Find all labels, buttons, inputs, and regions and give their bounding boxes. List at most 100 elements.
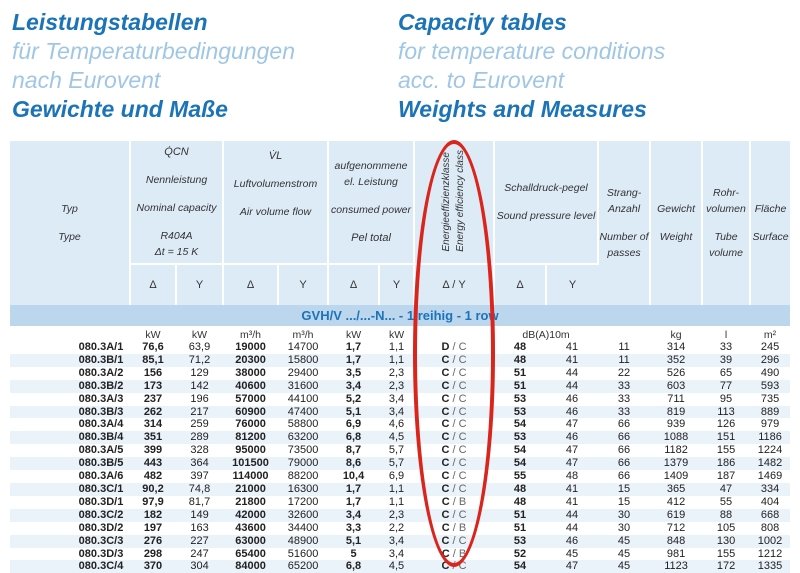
table-cell: 44 [546,379,599,393]
table-cell: 41 [546,482,599,496]
table-cell: 29400 [287,366,319,379]
table-cell: 259 [190,418,209,431]
table-cell: 5,1 [328,534,380,548]
title2-de: Gewichte und Maße [12,96,228,122]
table-cell: 41 [546,353,599,367]
table-cell: 482 [143,470,163,483]
ee-de: Energieeffizienzklasse [440,151,452,252]
sub-y: Y [546,263,599,305]
table-cell: 080.3D/1 [78,495,124,508]
table-cell: 155 [716,547,736,560]
table-cell: 304 [176,560,224,573]
table-cell: 334 [750,482,791,496]
sf-de: Fläche [754,203,787,215]
table-cell: 080.3A/3 [78,392,124,405]
table-row: 080.3B/2 173 142 40600 31600 3,4 2,3 C / C 51 44 3… [10,379,791,393]
subtitle-de-2: nach Eurovent [12,67,161,93]
tv-en: Tube volume [709,231,743,259]
table-cell: 66 [598,457,651,471]
sub-delta: Δ [328,263,381,305]
table-cell: 276 [130,534,176,548]
table-cell: 1482 [750,457,791,471]
energy-class-y: C [458,366,467,379]
table-cell: 2,3 [379,508,415,522]
energy-class-separator: / [449,353,459,366]
sub-y: Y [278,263,330,305]
unit-cell: m³/h [278,326,329,341]
table-cell: 4,5 [379,431,415,445]
table-cell: 45 [565,547,579,560]
table-cell: 65400 [235,547,266,560]
ee-en: Energy efficiency class [455,149,467,252]
table-cell: 151 [702,431,751,445]
energy-class-delta: C [441,482,450,495]
energy-class-separator: / [449,431,459,444]
table-cell: 443 [130,457,176,471]
table-cell: 52 [513,547,527,560]
table-cell: 33 [617,392,631,405]
table-cell: 5,2 [345,392,362,405]
table-cell: 42000 [223,508,279,522]
table-cell: 73500 [287,444,319,457]
table-cell: 63200 [278,431,329,445]
energy-class-y: C [458,341,467,353]
table-cell: 156 [143,366,163,379]
table-cell: 48 [565,470,579,483]
table-cell: 47 [546,457,599,471]
table-body: 080.3A/1 76,6 63,9 19000 14700 1,7 1,1 D / C 48 4… [10,341,791,573]
table-cell: 3,4 [328,508,380,522]
pow-symbol: Pel total [351,232,391,244]
energy-class-delta: C [441,405,450,418]
energy-class-cell: C / C [414,457,495,471]
table-cell: 76000 [235,418,266,431]
table-cell: 1212 [757,547,783,560]
air-symbol: V̇L [268,150,283,162]
table-cell: 51 [513,521,527,534]
table-cell: 40600 [223,379,279,393]
table-cell: 46 [546,534,599,548]
table-cell: 41 [565,341,579,353]
capacity-table: GVH/V .../...-N... - 1 reihig - 1 row Ty… [10,141,791,573]
energy-class-cell: D / C [414,341,494,354]
energy-class-delta: C [441,508,450,521]
table-cell: 95 [719,392,733,405]
table-cell: 45 [617,547,631,560]
table-cell: 080.3A/4 [78,418,124,431]
table-cell: 105 [716,521,736,534]
tv-de: Rohr-volumen [706,187,746,215]
table-cell: 55 [513,470,527,483]
table-cell: 1182 [664,444,688,457]
table-cell: 48 [513,495,527,508]
table-cell: 5,7 [388,444,405,457]
table-cell: 080.3A/1 [78,341,124,353]
table-cell: 245 [760,341,780,353]
table-cell: 187 [716,470,736,483]
table-cell: 5,1 [328,405,380,419]
table-cell: 2,3 [379,379,415,393]
energy-class-cell: C / C [414,560,495,573]
table-cell: 30 [617,521,631,534]
table-cell: 22 [617,366,631,379]
table-cell: 85,1 [130,353,176,367]
table-cell: 6,8 [328,560,380,573]
col-passes: Strang-Anzahl Number of passes [598,141,652,305]
table-cell: 314 [666,341,686,353]
table-cell: 16300 [278,482,329,496]
unit-cell: m³/h [223,326,279,341]
table-cell: 889 [750,405,791,419]
table-cell: 848 [650,534,703,548]
energy-class-delta: C [441,431,450,444]
table-cell: 48 [513,341,527,353]
table-cell: 20300 [223,353,279,367]
table-cell: 1123 [650,560,703,573]
energy-class-y: C [458,457,467,470]
table-cell: 76,6 [142,341,164,353]
table-cell: 981 [666,547,686,560]
table-cell: 15800 [278,353,329,367]
table-cell: 808 [760,521,780,534]
table-cell: 39 [702,353,751,367]
table-cell: 66 [617,444,631,457]
table-cell: 53 [494,405,547,419]
header-german: Leistungstabellen für Temperaturbedingun… [12,8,295,124]
energy-class-separator: / [449,405,459,418]
